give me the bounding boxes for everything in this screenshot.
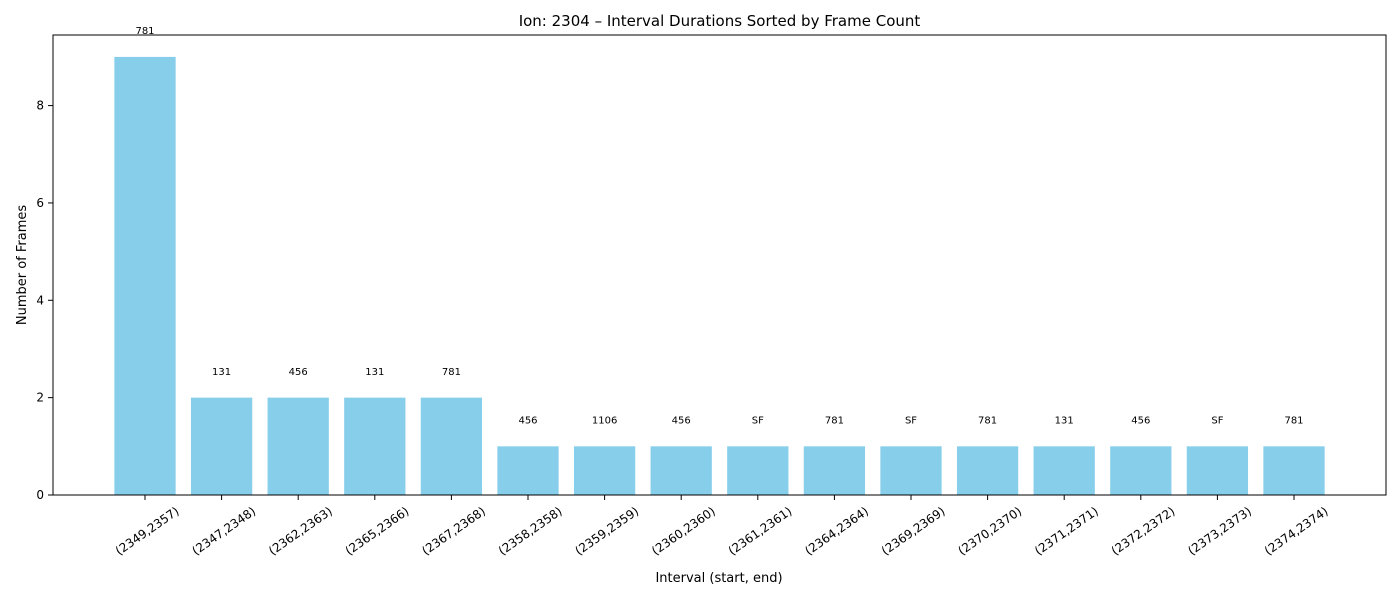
bar-labels-layer: 781 131 456 131 781 456 1106 456 SF 781 SF 781 131 45…: [135, 26, 1303, 426]
bar-value-label: SF: [752, 416, 764, 427]
x-tick-label: (2372,2372): [1109, 504, 1178, 558]
bar: [1110, 446, 1172, 495]
bar-value-label: 456: [518, 416, 537, 427]
plot-frame: [52, 34, 1387, 496]
bar-value-label: 131: [365, 367, 384, 378]
bar: [956, 446, 1019, 495]
bar: [1263, 446, 1325, 495]
bar-value-label: 781: [825, 416, 844, 427]
y-tick-label: 2: [36, 391, 44, 405]
y-axis-label: Number of Frames: [15, 205, 30, 326]
x-tick-label: (2367,2368): [419, 504, 488, 558]
bar: [803, 446, 866, 495]
x-tick-label: (2373,2373): [1185, 504, 1254, 558]
bar-value-label: 456: [1131, 416, 1150, 427]
x-axis-label: Interval (start, end): [655, 571, 782, 586]
y-axis-ticks: 0 2 4 6 8: [36, 99, 53, 502]
bar: [650, 446, 712, 495]
bar: [267, 397, 329, 495]
bar: [114, 56, 176, 496]
bar: [190, 397, 253, 495]
bar-value-label: 456: [289, 367, 308, 378]
bar-value-label: 781: [1284, 416, 1303, 427]
chart-title: Ion: 2304 – Interval Durations Sorted by…: [518, 12, 921, 30]
x-tick-label: (2359,2359): [572, 504, 641, 558]
x-tick-label: (2347,2348): [189, 504, 258, 558]
bar-value-label: 781: [442, 367, 461, 378]
bar: [727, 446, 789, 495]
x-tick-label: (2374,2374): [1262, 504, 1331, 558]
x-tick-label: (2369,2369): [879, 504, 948, 558]
x-axis-ticks: (2349,2357) (2347,2348) (2362,2363) (2365,2…: [113, 495, 1331, 558]
x-tick-label: (2361,2361): [726, 504, 795, 558]
bar-value-label: 1106: [592, 416, 617, 427]
y-tick-label: 4: [36, 293, 44, 307]
bar: [1186, 446, 1249, 495]
bar-value-label: 456: [672, 416, 691, 427]
bar: [880, 446, 942, 495]
bar-value-label: 131: [1055, 416, 1074, 427]
bars-layer: [114, 56, 1325, 496]
bar: [1033, 446, 1095, 495]
bar-value-label: 131: [212, 367, 231, 378]
bar-value-label: 781: [978, 416, 997, 427]
x-tick-label: (2365,2366): [343, 504, 412, 558]
x-tick-label: (2349,2357): [113, 504, 182, 558]
bar-value-label: SF: [905, 416, 917, 427]
bar: [344, 397, 406, 495]
bar: [497, 446, 559, 495]
x-tick-label: (2360,2360): [649, 504, 718, 558]
y-tick-label: 6: [36, 196, 44, 210]
x-tick-label: (2370,2370): [955, 504, 1024, 558]
bar-value-label: SF: [1211, 416, 1223, 427]
x-tick-label: (2371,2371): [1032, 504, 1101, 558]
y-tick-label: 8: [36, 99, 44, 113]
x-tick-label: (2362,2363): [266, 504, 335, 558]
bar: [573, 446, 636, 495]
x-tick-label: (2358,2358): [496, 504, 565, 558]
bar: [420, 397, 483, 495]
x-tick-label: (2364,2364): [802, 504, 871, 558]
bar-value-label: 781: [135, 26, 154, 37]
y-tick-label: 0: [36, 488, 44, 502]
